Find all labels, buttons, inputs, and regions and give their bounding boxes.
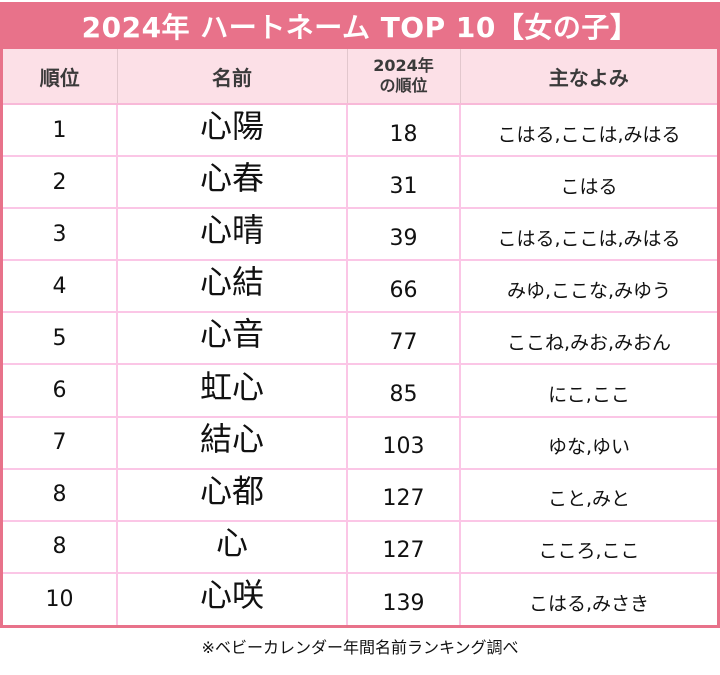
rank-cell: 4: [3, 260, 118, 314]
prev-rank-cell: 127: [347, 468, 461, 522]
header-row: 順位 名前 2024年 の順位 主なよみ: [3, 49, 717, 105]
prev-rank-cell: 103: [347, 416, 461, 470]
name-cell: 心結: [117, 260, 348, 314]
prev-rank-cell: 18: [347, 104, 461, 158]
prev-rank-cell: 85: [347, 364, 461, 418]
table-row: 7 結心 103 ゆな,ゆい: [3, 416, 717, 470]
table-title: 2024年 ハートネーム TOP 10【女の子】: [3, 2, 717, 49]
name-cell: 心春: [117, 156, 348, 210]
table-row: 2 心春 31 こはる: [3, 156, 717, 210]
header-prev-rank-line1: 2024年: [373, 56, 434, 75]
header-prev-rank: 2024年 の順位: [347, 49, 461, 105]
header-rank: 順位: [3, 49, 118, 105]
table-row: 10 心咲 139 こはる,みさき: [3, 572, 717, 625]
reading-cell: こはる,ここは,みはる: [460, 208, 717, 262]
name-cell: 心晴: [117, 208, 348, 262]
rank-cell: 2: [3, 156, 118, 210]
reading-cell: こころ,ここ: [460, 520, 717, 574]
prev-rank-cell: 39: [347, 208, 461, 262]
prev-rank-cell: 77: [347, 312, 461, 366]
name-cell: 心陽: [117, 104, 348, 158]
source-footnote: ※ベビーカレンダー年間名前ランキング調べ: [201, 638, 519, 657]
table-row: 4 心結 66 みゆ,ここな,みゆう: [3, 260, 717, 314]
table-row: 5 心音 77 ここね,みお,みおん: [3, 312, 717, 366]
ranking-table-frame: 2024年 ハートネーム TOP 10【女の子】 順位 名前 2024年 の順位…: [0, 2, 720, 628]
name-cell: 心都: [117, 468, 348, 522]
name-cell: 心音: [117, 312, 348, 366]
table-row: 1 心陽 18 こはる,ここは,みはる: [3, 104, 717, 158]
reading-cell: こはる,みさき: [528, 592, 650, 615]
header-reading: 主なよみ: [460, 49, 717, 105]
rank-cell: 10: [3, 572, 118, 625]
ranking-table: 順位 名前 2024年 の順位 主なよみ 1 心陽 18 こはる,ここは,みはる…: [3, 49, 717, 625]
rank-cell: 7: [3, 416, 118, 470]
reading-cell: ここね,みお,みおん: [460, 312, 717, 366]
table-row: 6 虹心 85 にこ,ここ: [3, 364, 717, 418]
reading-cell: こと,みと: [460, 468, 717, 522]
rank-cell: 5: [3, 312, 118, 366]
prev-rank-cell: 66: [347, 260, 461, 314]
prev-rank-cell: 127: [347, 520, 461, 574]
name-cell: 心咲: [117, 572, 348, 625]
rank-cell: 8: [3, 468, 118, 522]
reading-cell: にこ,ここ: [460, 364, 717, 418]
prev-rank-cell: 31: [347, 156, 461, 210]
header-prev-rank-line2: の順位: [379, 76, 428, 95]
rank-cell: 6: [3, 364, 118, 418]
prev-rank-cell: 139: [347, 572, 461, 625]
table-row: 3 心晴 39 こはる,ここは,みはる: [3, 208, 717, 262]
name-cell: 結心: [117, 416, 348, 470]
reading-cell: こはる: [460, 156, 717, 210]
rank-cell: 1: [3, 104, 118, 158]
reading-cell: ゆな,ゆい: [460, 416, 717, 470]
reading-cell: みゆ,ここな,みゆう: [460, 260, 717, 314]
name-cell: 心: [117, 520, 348, 574]
table-row: 8 心 127 こころ,ここ: [3, 520, 717, 574]
rank-cell: 3: [3, 208, 118, 262]
header-name: 名前: [117, 49, 348, 105]
rank-cell: 8: [3, 520, 118, 574]
table-row: 8 心都 127 こと,みと: [3, 468, 717, 522]
reading-cell: こはる,ここは,みはる: [460, 104, 717, 158]
name-cell: 虹心: [117, 364, 348, 418]
